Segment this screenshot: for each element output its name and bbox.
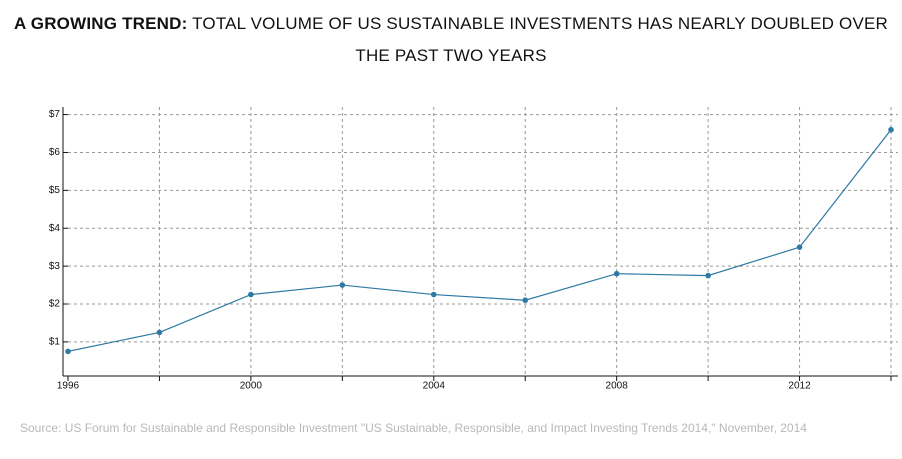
- chart-title: A GROWING TREND: TOTAL VOLUME OF US SUST…: [10, 8, 892, 72]
- y-tick-label: $2: [49, 299, 61, 310]
- source-note: Source: US Forum for Sustainable and Res…: [20, 421, 807, 435]
- title-text: TOTAL VOLUME OF US SUSTAINABLE INVESTMEN…: [192, 14, 888, 65]
- x-tick-label: 2008: [606, 381, 629, 392]
- data-point: [522, 297, 529, 304]
- data-point: [339, 282, 346, 288]
- y-tick-label: $7: [49, 109, 61, 120]
- x-tick-label: 1996: [57, 381, 80, 392]
- y-tick-label: $6: [49, 147, 61, 158]
- data-point: [796, 244, 803, 250]
- data-point: [705, 272, 711, 279]
- data-point: [613, 270, 620, 277]
- x-tick-label: 2004: [423, 381, 446, 392]
- data-point: [888, 126, 894, 133]
- y-tick-label: $3: [49, 261, 61, 272]
- data-point: [248, 291, 254, 298]
- data-line: [67, 129, 892, 352]
- y-tick-label: $1: [49, 337, 61, 348]
- y-tick-label: $5: [49, 185, 61, 196]
- y-tick-label: $4: [49, 223, 61, 234]
- x-tick-label: 2012: [788, 381, 811, 392]
- x-tick-label: 2000: [240, 381, 263, 392]
- data-point: [156, 329, 163, 336]
- title-bold: A GROWING TREND:: [14, 14, 188, 33]
- data-point: [430, 291, 437, 298]
- data-point: [65, 348, 71, 355]
